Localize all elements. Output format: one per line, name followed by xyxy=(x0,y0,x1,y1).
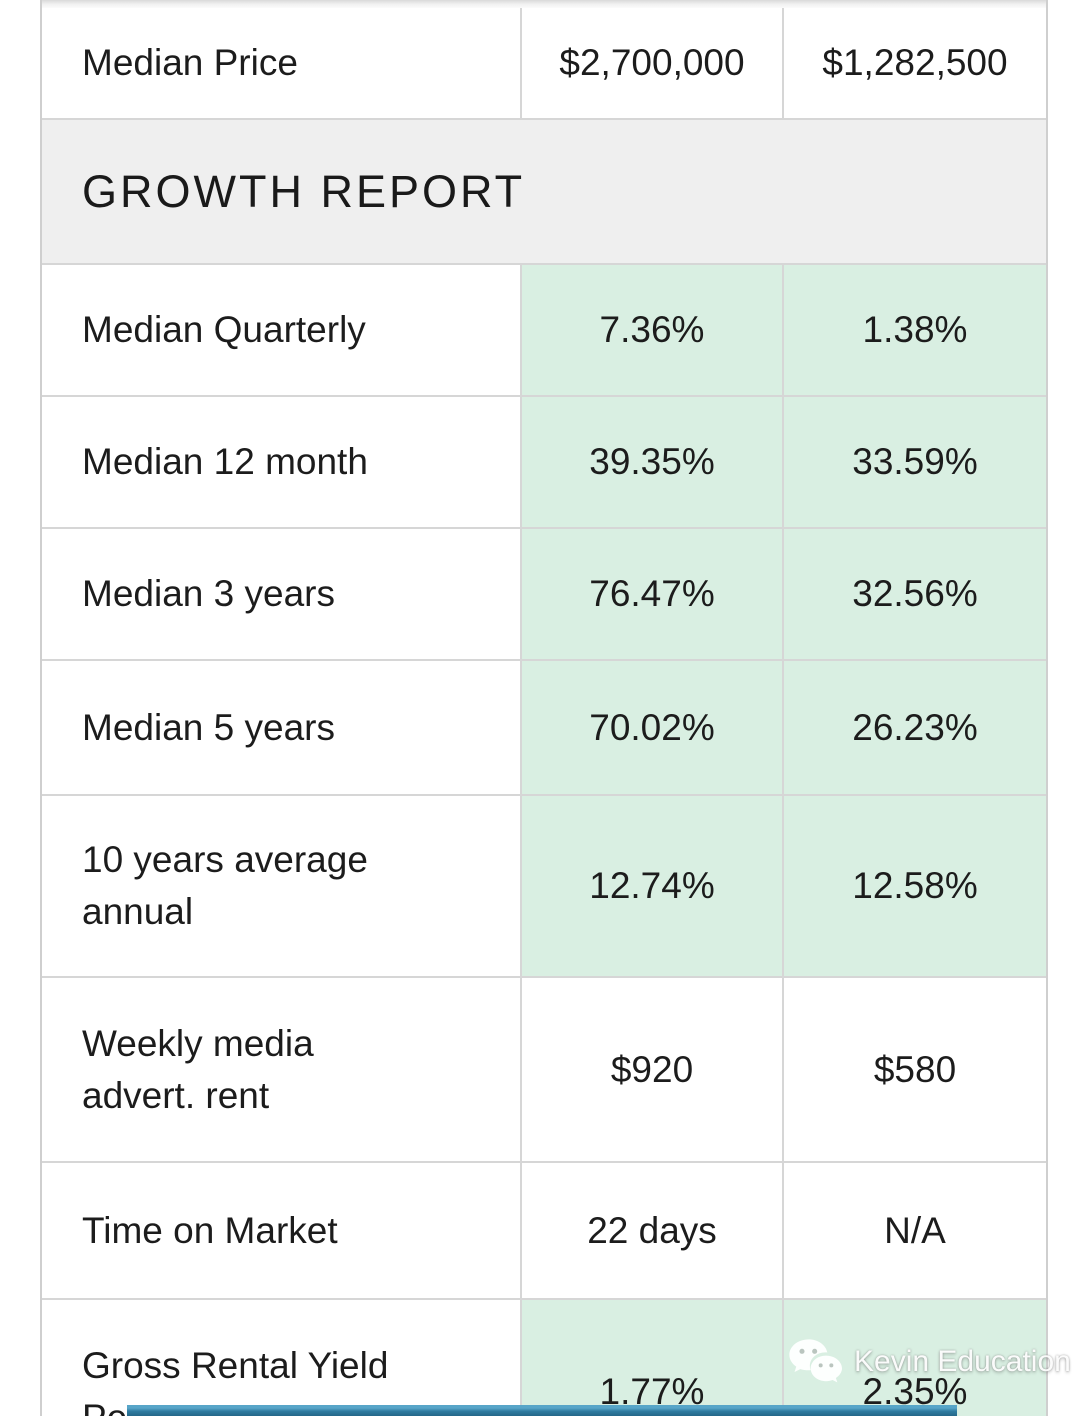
table-row: Median 3 years 76.47% 32.56% xyxy=(42,529,1046,661)
growth-report-table: Median Price $2,700,000 $1,282,500 GROWT… xyxy=(40,0,1048,1416)
row-label: 10 years average annual xyxy=(42,796,522,976)
section-header-title: GROWTH REPORT xyxy=(82,165,526,217)
row-value-col1: 12.74% xyxy=(522,796,784,976)
row-label: Median 5 years xyxy=(42,661,522,794)
row-value-col1: 1.77% xyxy=(522,1300,784,1416)
row-label: Median 12 month xyxy=(42,397,522,527)
row-value-col2: 32.56% xyxy=(784,529,1046,659)
row-label: Gross Rental Yield Percent xyxy=(42,1300,522,1416)
table-row: Weekly media advert. rent $920 $580 xyxy=(42,978,1046,1163)
row-value-col2: 12.58% xyxy=(784,796,1046,976)
row-value-col2: $580 xyxy=(784,978,1046,1161)
row-value-col2: 33.59% xyxy=(784,397,1046,527)
table-row: Time on Market 22 days N/A xyxy=(42,1163,1046,1300)
section-header: GROWTH REPORT xyxy=(42,120,1046,265)
row-label: Median 3 years xyxy=(42,529,522,659)
row-label: Time on Market xyxy=(42,1163,522,1298)
table-row: Median Price $2,700,000 $1,282,500 xyxy=(42,8,1046,120)
row-value-col2: 26.23% xyxy=(784,661,1046,794)
row-value-col1: 76.47% xyxy=(522,529,784,659)
table-row: Median 12 month 39.35% 33.59% xyxy=(42,397,1046,529)
table-row: Median 5 years 70.02% 26.23% xyxy=(42,661,1046,796)
table-row: 10 years average annual 12.74% 12.58% xyxy=(42,796,1046,978)
row-value-col2: 1.38% xyxy=(784,265,1046,395)
row-value-col1: 70.02% xyxy=(522,661,784,794)
bottom-blue-bar xyxy=(127,1405,957,1416)
row-value-col1: 39.35% xyxy=(522,397,784,527)
row-value-col1: 22 days xyxy=(522,1163,784,1298)
row-value-col2: 2.35% xyxy=(784,1300,1046,1416)
row-label: Median Price xyxy=(42,8,522,118)
row-label: Weekly media advert. rent xyxy=(42,978,522,1161)
table-row: Gross Rental Yield Percent 1.77% 2.35% xyxy=(42,1300,1046,1416)
row-value-col1: $2,700,000 xyxy=(522,8,784,118)
table-top-cut-edge xyxy=(42,0,1046,8)
row-value-col2: N/A xyxy=(784,1163,1046,1298)
row-value-col1: $920 xyxy=(522,978,784,1161)
row-value-col2: $1,282,500 xyxy=(784,8,1046,118)
row-label: Median Quarterly xyxy=(42,265,522,395)
row-value-col1: 7.36% xyxy=(522,265,784,395)
table-row: Median Quarterly 7.36% 1.38% xyxy=(42,265,1046,397)
